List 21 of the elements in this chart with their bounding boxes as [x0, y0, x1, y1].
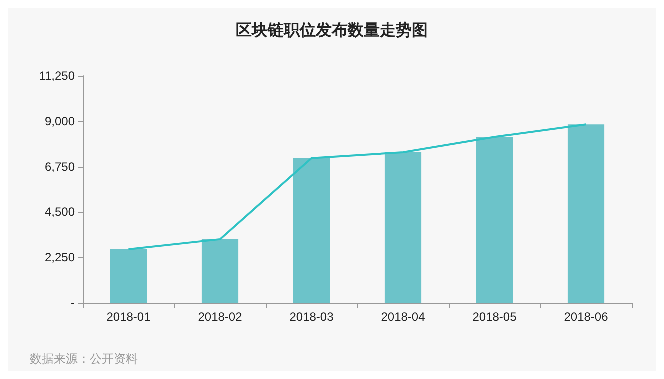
x-tick-label: 2018-05	[472, 310, 518, 324]
y-tick-label: 11,250	[39, 69, 76, 83]
x-tick-label: 2018-03	[290, 310, 334, 324]
bar	[384, 152, 422, 303]
bar	[568, 124, 605, 303]
x-tick-label: 2018-02	[198, 310, 243, 324]
bar	[293, 158, 330, 303]
y-tick-label: 6,750	[44, 160, 76, 174]
bar	[476, 137, 514, 303]
bar	[202, 239, 239, 303]
chart-title: 区块链职位发布数量走势图	[236, 22, 428, 40]
source-note: 数据来源：公开资料	[30, 352, 138, 366]
x-tick-label: 2018-01	[106, 310, 152, 324]
y-tick-label: 2,250	[44, 250, 76, 265]
y-tick-label: 4,500	[44, 205, 76, 220]
y-tick-label: -	[71, 296, 75, 310]
y-tick-label: 9,000	[44, 114, 76, 128]
x-tick-label: 2018-06	[564, 310, 609, 324]
x-tick-label: 2018-04	[381, 310, 426, 324]
line-series	[128, 124, 588, 251]
bar	[110, 250, 148, 303]
